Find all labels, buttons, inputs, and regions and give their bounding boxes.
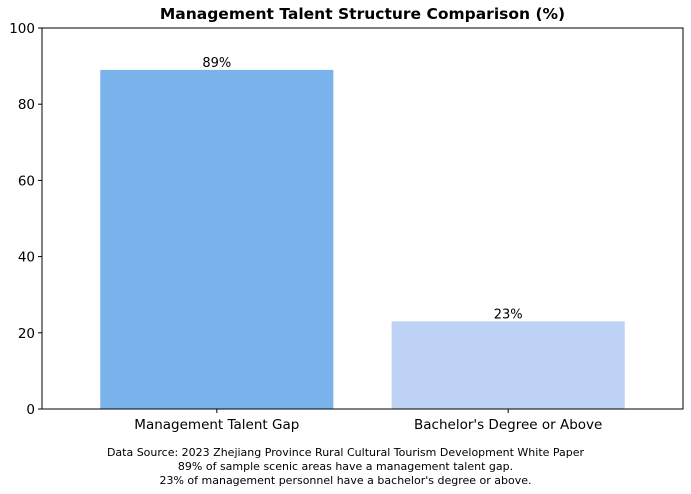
caption-line-1: 89% of sample scenic areas have a manage… bbox=[177, 460, 514, 473]
x-tick-label-1: Management Talent Gap bbox=[134, 417, 299, 433]
caption-line-2: 23% of management personnel have a bache… bbox=[159, 474, 532, 487]
bar-value-label-1: 89% bbox=[202, 56, 231, 71]
y-tick-label-20: 20 bbox=[18, 326, 35, 342]
bar-2 bbox=[391, 321, 625, 409]
caption-source: Data Source: 2023 Zhejiang Province Rura… bbox=[106, 446, 585, 459]
y-tick-label-80: 80 bbox=[18, 97, 35, 113]
plot-frame bbox=[41, 27, 684, 410]
bar-value-label-2: 23% bbox=[494, 307, 523, 322]
x-tick-label-2: Bachelor's Degree or Above bbox=[414, 417, 602, 433]
y-tick-label-40: 40 bbox=[18, 250, 35, 266]
y-tick-label-60: 60 bbox=[18, 173, 35, 189]
bar-1 bbox=[100, 69, 334, 409]
y-tick-label-0: 0 bbox=[26, 402, 35, 418]
chart-title: Management Talent Structure Comparison (… bbox=[159, 5, 566, 23]
y-tick-label-100: 100 bbox=[9, 21, 35, 37]
